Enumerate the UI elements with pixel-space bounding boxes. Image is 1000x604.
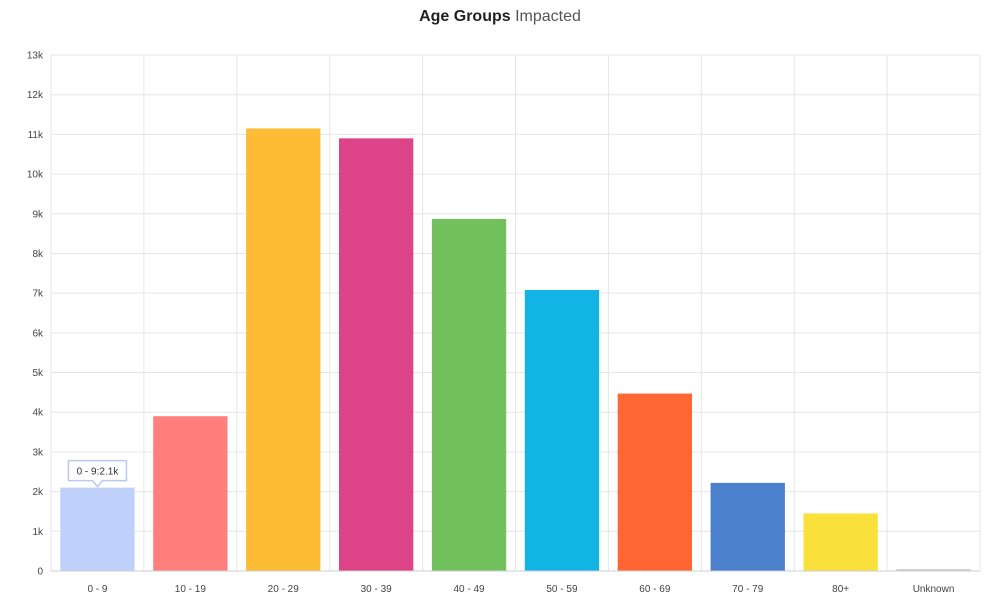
chart-title-bold: Age Groups [419, 8, 511, 25]
bar[interactable] [153, 416, 228, 571]
bar[interactable] [803, 513, 878, 571]
y-tick-label: 1k [32, 527, 44, 538]
y-tick-label: 2k [32, 487, 44, 498]
x-tick-label: 50 - 59 [546, 584, 578, 595]
y-tick-label: 4k [32, 408, 44, 419]
bar[interactable] [60, 487, 135, 571]
y-tick-label: 13k [27, 51, 44, 62]
bar[interactable] [524, 289, 600, 571]
x-tick-label: 80+ [832, 584, 849, 595]
x-tick-label: 20 - 29 [268, 584, 300, 595]
bar[interactable] [338, 138, 414, 571]
y-tick-label: 6k [32, 328, 44, 339]
bars [60, 128, 971, 571]
y-tick-label: 11k [28, 130, 44, 141]
bar[interactable] [246, 128, 321, 571]
x-axis: 0 - 9 10 - 19 20 - 29 30 - 39 40 - 49 50 - 59… [51, 570, 980, 595]
y-tick-label: 12k [27, 90, 44, 101]
bar[interactable] [617, 393, 693, 571]
bar[interactable] [896, 569, 971, 571]
x-tick-label: 30 - 39 [361, 584, 393, 595]
x-tick-label: Unknown [913, 584, 955, 595]
x-tick-label: 0 - 9 [87, 584, 107, 595]
x-tick-label: 40 - 49 [453, 584, 485, 595]
y-tick-label: 10k [27, 170, 44, 181]
chart-title-rest: Impacted [515, 8, 581, 25]
y-tick-label: 9k [32, 209, 44, 220]
x-tick-label: 60 - 69 [639, 584, 671, 595]
y-tick-label: 5k [32, 368, 44, 379]
y-tick-label: 8k [32, 249, 44, 260]
chart-title: Age Groups Impacted [0, 8, 1000, 26]
y-tick-label: 0 [37, 567, 43, 578]
tooltip: 0 - 9:2.1k [67, 459, 128, 488]
tooltip-text: 0 - 9:2.1k [77, 467, 120, 478]
y-tick-label: 3k [32, 447, 44, 458]
y-axis: 0 1k 2k 3k 4k 5k 6k 7k 8k 9k 10k 11k 12k 13k [27, 51, 44, 578]
x-tick-label: 10 - 19 [175, 584, 207, 595]
bar[interactable] [710, 482, 785, 571]
bar[interactable] [431, 218, 507, 571]
x-tick-label: 70 - 79 [732, 584, 764, 595]
y-tick-label: 7k [32, 289, 44, 300]
tooltip-box [67, 459, 128, 488]
